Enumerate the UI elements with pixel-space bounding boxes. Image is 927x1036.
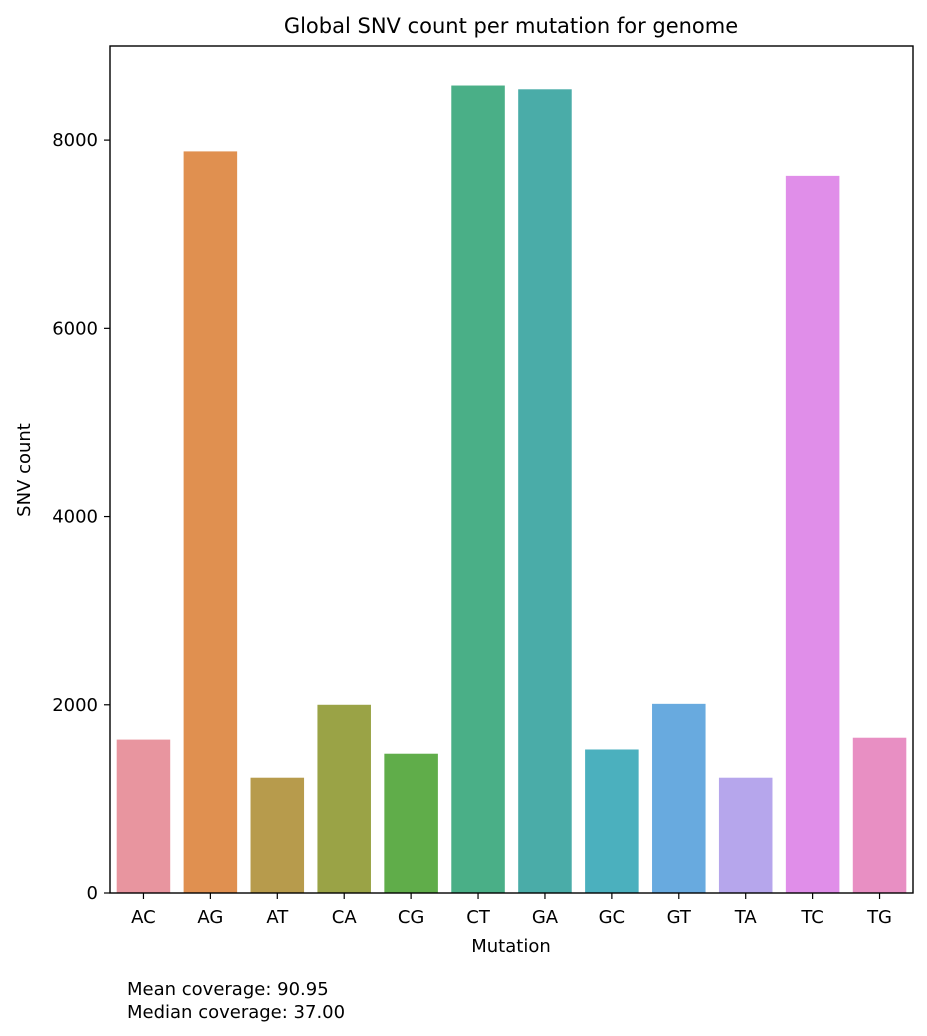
x-tick-label: GT [667,907,692,928]
y-tick-label: 0 [87,883,98,904]
bar-ca [317,704,371,893]
x-tick-label: AG [197,907,223,928]
x-tick-label: AC [131,907,156,928]
y-axis-ticks: 0 2000 4000 6000 8000 [52,130,110,904]
bar-tg [852,737,907,893]
y-tick-label: 4000 [52,507,98,528]
x-tick-label: AT [266,907,289,928]
x-tick-label: GC [599,907,626,928]
x-tick-label: TC [800,907,824,928]
x-axis-ticks: AC AG AT CA CG CT GA GC GT TA TC TG [131,893,892,928]
y-axis-label: SNV count [14,423,35,517]
bar-gc [585,749,639,893]
bar-tc [785,175,840,893]
y-tick-label: 8000 [52,130,98,151]
bar-cg [384,753,438,893]
x-tick-label: GA [532,907,559,928]
y-tick-label: 2000 [52,695,98,716]
bar-ct [451,85,505,893]
x-tick-label: CG [398,907,425,928]
x-tick-label: CA [332,907,358,928]
x-tick-label: TG [866,907,892,928]
x-axis-label: Mutation [471,936,551,957]
bar-ac [116,739,171,893]
plot-frame [109,45,914,894]
bar-ta [718,777,773,893]
mean-coverage-annotation: Mean coverage: 90.95 [127,979,329,1000]
bar-gt [652,703,706,893]
chart-title: Global SNV count per mutation for genome [284,14,738,38]
bar-at [250,777,305,893]
x-tick-label: CT [466,907,491,928]
bars-group [116,85,907,894]
bar-ag [183,151,238,893]
median-coverage-annotation: Median coverage: 37.00 [127,1002,345,1023]
y-tick-label: 6000 [52,318,98,339]
x-tick-label: TA [734,907,758,928]
bar-ga [518,89,572,894]
